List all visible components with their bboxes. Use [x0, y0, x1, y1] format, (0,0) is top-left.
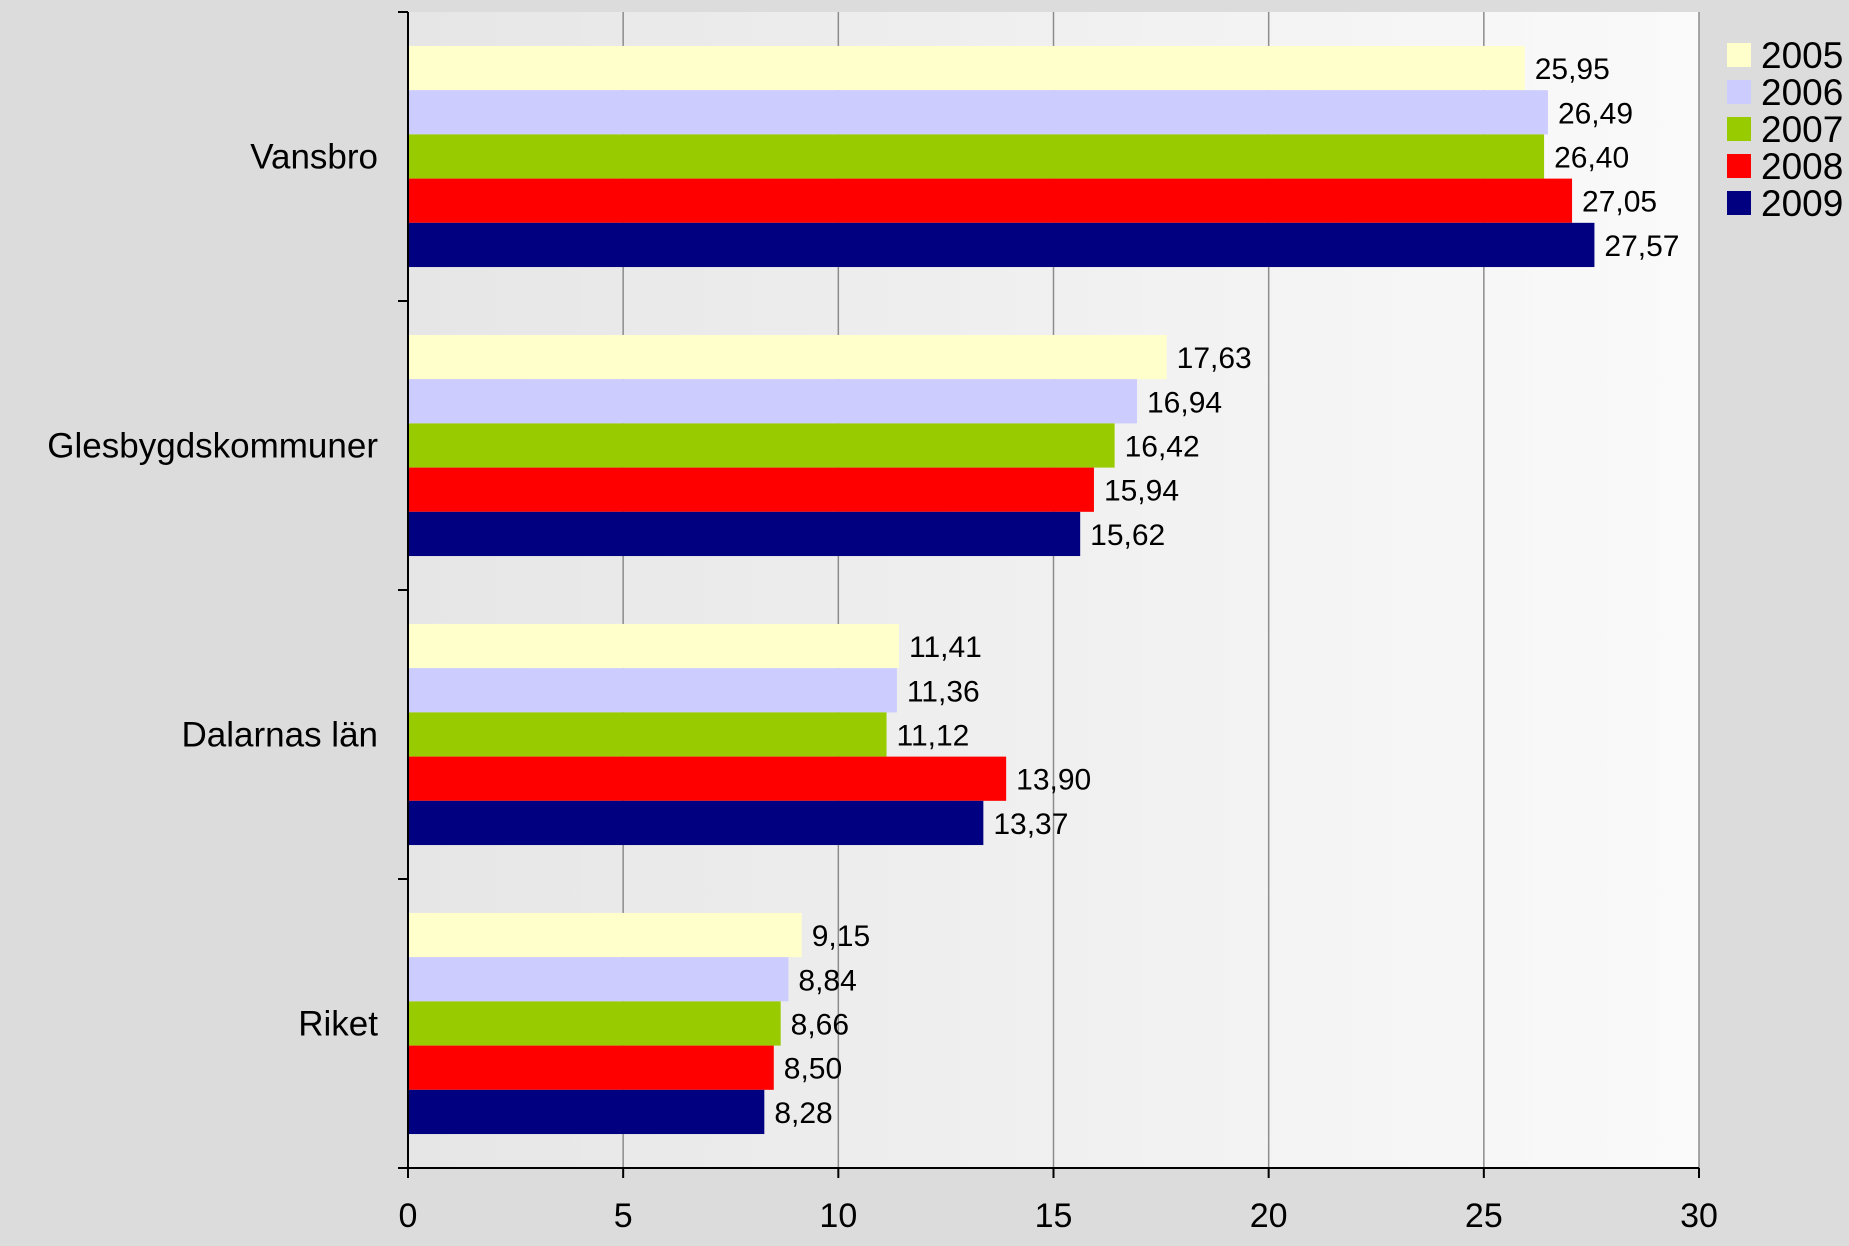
- bar: [408, 379, 1137, 424]
- data-label: 26,40: [1554, 142, 1629, 175]
- bar: [408, 467, 1094, 512]
- category-label: Riket: [298, 1005, 378, 1044]
- data-label: 11,41: [909, 631, 982, 664]
- bar: [408, 423, 1115, 468]
- data-label: 13,37: [993, 808, 1068, 841]
- data-label: 25,95: [1535, 53, 1610, 86]
- category-label: Glesbygdskommuner: [47, 427, 378, 466]
- bar: [408, 90, 1548, 135]
- legend-label: 2007: [1761, 109, 1843, 150]
- x-tick-label: 0: [399, 1197, 418, 1235]
- category-label: Dalarnas län: [182, 716, 379, 755]
- data-label: 8,28: [774, 1097, 832, 1130]
- legend-swatch: [1727, 117, 1751, 141]
- bar: [408, 222, 1595, 268]
- bar: [408, 1089, 765, 1135]
- bar: [408, 45, 1525, 91]
- legend-swatch: [1727, 191, 1751, 215]
- legend-label: 2008: [1761, 146, 1843, 187]
- x-tick-label: 30: [1680, 1197, 1718, 1235]
- data-label: 8,84: [798, 964, 856, 997]
- data-label: 9,15: [812, 920, 870, 953]
- legend-swatch: [1727, 154, 1751, 178]
- data-label: 26,49: [1558, 97, 1633, 130]
- bar: [408, 178, 1573, 223]
- legend-swatch: [1727, 80, 1751, 104]
- bar: [408, 668, 897, 713]
- data-label: 16,42: [1125, 431, 1200, 464]
- data-label: 27,57: [1604, 230, 1679, 263]
- bar: [408, 511, 1081, 557]
- bar: [408, 1001, 781, 1046]
- x-tick-label: 25: [1465, 1197, 1503, 1235]
- legend-label: 2009: [1761, 183, 1843, 224]
- data-label: 15,62: [1090, 519, 1165, 552]
- data-label: 15,94: [1104, 475, 1179, 508]
- data-label: 8,50: [784, 1053, 842, 1086]
- x-tick-label: 20: [1250, 1197, 1288, 1235]
- x-tick-label: 15: [1035, 1197, 1073, 1235]
- bar: [408, 334, 1167, 380]
- bar: [408, 1045, 774, 1090]
- data-label: 8,66: [791, 1009, 849, 1042]
- bar: [408, 134, 1545, 179]
- bar: [408, 623, 900, 669]
- bar: [408, 756, 1007, 801]
- data-label: 11,36: [907, 675, 980, 708]
- bar: [408, 957, 789, 1002]
- bar: [408, 912, 802, 958]
- data-label: 16,94: [1147, 386, 1222, 419]
- legend-swatch: [1727, 43, 1751, 67]
- legend-label: 2006: [1761, 72, 1843, 113]
- legend-label: 2005: [1761, 35, 1843, 76]
- data-label: 17,63: [1177, 342, 1252, 375]
- data-label: 11,12: [897, 720, 970, 753]
- category-label: Vansbro: [250, 138, 378, 177]
- data-label: 13,90: [1016, 764, 1091, 797]
- bar: [408, 800, 984, 846]
- bar: [408, 712, 887, 757]
- data-label: 27,05: [1582, 186, 1657, 219]
- x-tick-label: 5: [614, 1197, 633, 1235]
- x-tick-label: 10: [819, 1197, 857, 1235]
